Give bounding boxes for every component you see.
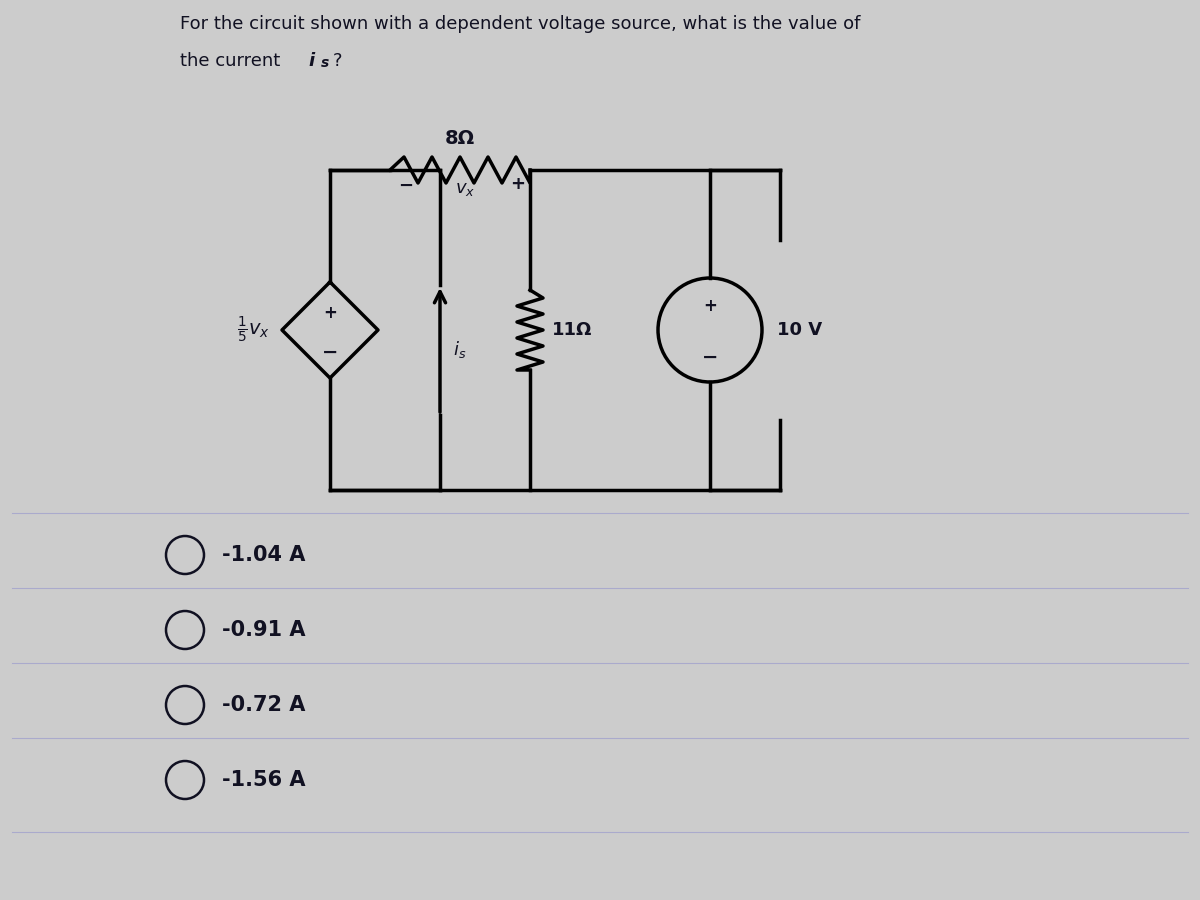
Text: +: + bbox=[323, 304, 337, 322]
Text: −: − bbox=[322, 343, 338, 362]
Text: $\frac{1}{5}v_x$: $\frac{1}{5}v_x$ bbox=[238, 315, 270, 345]
Text: −: − bbox=[702, 347, 718, 366]
Text: the current: the current bbox=[180, 52, 286, 70]
Text: -0.91 A: -0.91 A bbox=[222, 620, 306, 640]
Text: s: s bbox=[322, 56, 329, 70]
Text: For the circuit shown with a dependent voltage source, what is the value of: For the circuit shown with a dependent v… bbox=[180, 15, 860, 33]
Text: $v_x$: $v_x$ bbox=[455, 180, 475, 198]
Text: 10 V: 10 V bbox=[778, 321, 822, 339]
Text: $i_s$: $i_s$ bbox=[454, 339, 467, 361]
Text: -0.72 A: -0.72 A bbox=[222, 695, 305, 715]
Text: 8Ω: 8Ω bbox=[445, 129, 475, 148]
Text: -1.56 A: -1.56 A bbox=[222, 770, 306, 790]
Text: +: + bbox=[510, 175, 526, 193]
Text: -1.04 A: -1.04 A bbox=[222, 545, 305, 565]
Text: −: − bbox=[398, 177, 413, 195]
Text: ?: ? bbox=[334, 52, 342, 70]
Text: +: + bbox=[703, 297, 716, 315]
Text: 11Ω: 11Ω bbox=[552, 321, 593, 339]
Text: i: i bbox=[308, 52, 314, 70]
